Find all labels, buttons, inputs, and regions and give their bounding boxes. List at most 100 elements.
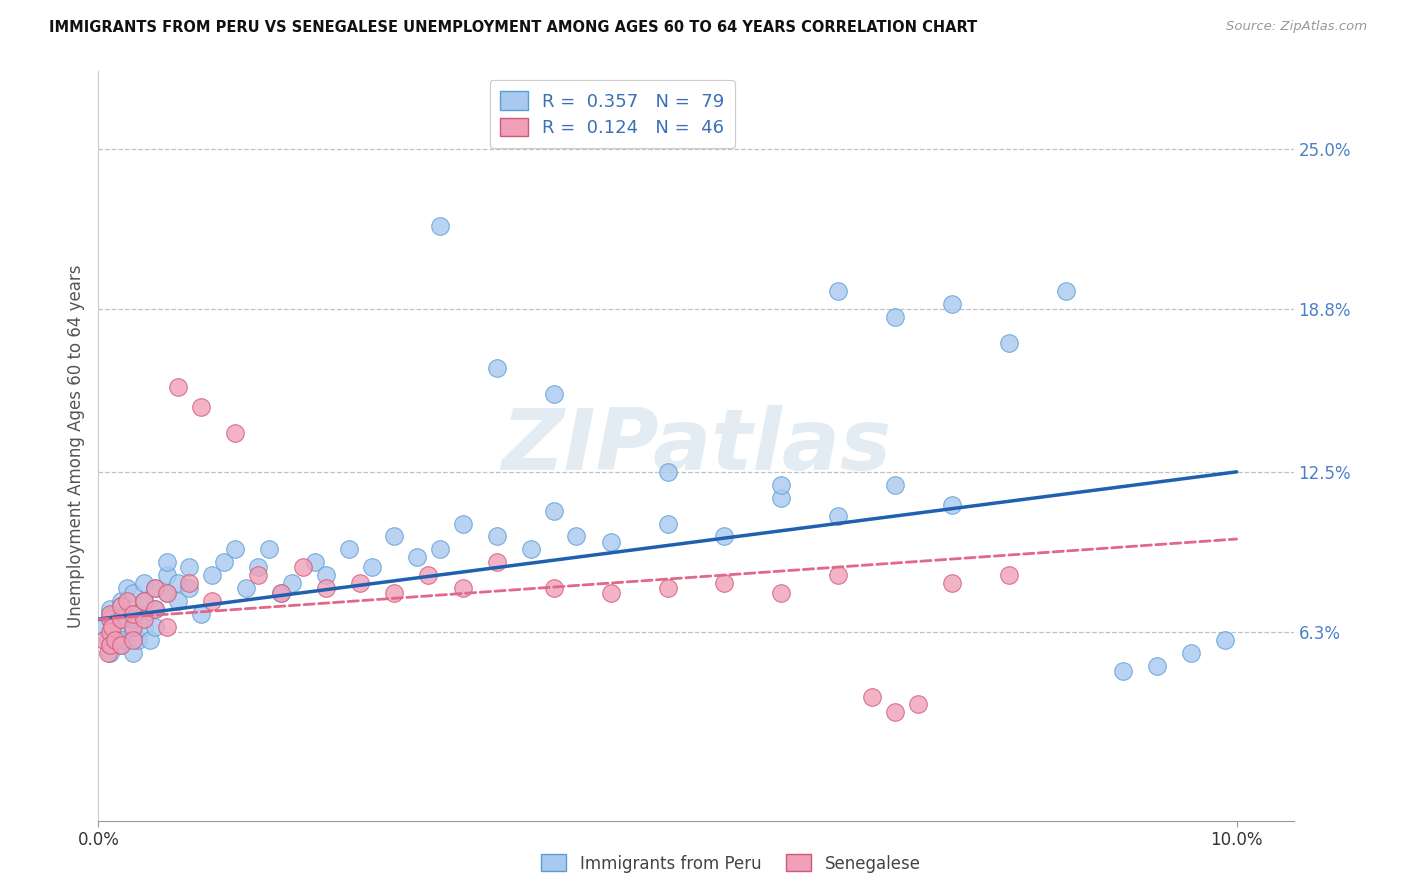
Text: ZIPatlas: ZIPatlas xyxy=(501,404,891,488)
Point xyxy=(337,542,360,557)
Point xyxy=(110,612,132,626)
Point xyxy=(93,620,115,634)
Point xyxy=(115,581,138,595)
Point xyxy=(406,550,429,565)
Point xyxy=(224,426,246,441)
Point xyxy=(827,568,849,582)
Point xyxy=(543,387,565,401)
Point xyxy=(143,581,166,595)
Point xyxy=(235,581,257,595)
Point xyxy=(156,586,179,600)
Point xyxy=(770,491,793,505)
Point xyxy=(418,568,440,582)
Point xyxy=(98,638,121,652)
Point xyxy=(110,599,132,614)
Point xyxy=(156,620,179,634)
Point xyxy=(112,632,135,647)
Point xyxy=(104,632,127,647)
Point xyxy=(304,555,326,569)
Point xyxy=(110,599,132,614)
Point xyxy=(599,534,621,549)
Point xyxy=(132,607,155,621)
Point xyxy=(143,601,166,615)
Point xyxy=(770,477,793,491)
Point xyxy=(201,568,224,582)
Point xyxy=(349,576,371,591)
Point xyxy=(121,632,143,647)
Point xyxy=(941,576,963,591)
Point xyxy=(1146,658,1168,673)
Point xyxy=(941,499,963,513)
Point xyxy=(884,310,907,324)
Point xyxy=(543,581,565,595)
Point xyxy=(201,594,224,608)
Point xyxy=(941,297,963,311)
Point xyxy=(360,560,382,574)
Point xyxy=(257,542,280,557)
Point xyxy=(93,632,115,647)
Point xyxy=(110,638,132,652)
Point xyxy=(98,607,121,621)
Point xyxy=(179,560,201,574)
Point xyxy=(485,361,508,376)
Y-axis label: Unemployment Among Ages 60 to 64 years: Unemployment Among Ages 60 to 64 years xyxy=(67,264,86,628)
Point xyxy=(429,219,451,234)
Point xyxy=(121,646,143,660)
Point xyxy=(96,646,118,660)
Point xyxy=(132,576,155,591)
Point xyxy=(713,529,735,543)
Point xyxy=(565,529,588,543)
Point xyxy=(127,632,149,647)
Point xyxy=(246,568,269,582)
Point xyxy=(143,601,166,615)
Point xyxy=(101,620,124,634)
Legend: Immigrants from Peru, Senegalese: Immigrants from Peru, Senegalese xyxy=(534,847,928,880)
Point xyxy=(860,690,883,704)
Point xyxy=(98,646,121,660)
Point xyxy=(121,586,143,600)
Point xyxy=(270,586,292,600)
Point xyxy=(212,555,235,569)
Point xyxy=(713,576,735,591)
Point xyxy=(382,586,405,600)
Point xyxy=(827,508,849,523)
Point xyxy=(179,576,201,591)
Point xyxy=(121,625,143,640)
Point xyxy=(1213,632,1236,647)
Point xyxy=(156,555,179,569)
Point xyxy=(110,612,132,626)
Point xyxy=(143,581,166,595)
Point xyxy=(156,586,179,600)
Point xyxy=(451,581,474,595)
Legend: R =  0.357   N =  79, R =  0.124   N =  46: R = 0.357 N = 79, R = 0.124 N = 46 xyxy=(489,80,735,148)
Point xyxy=(167,379,190,393)
Point xyxy=(101,625,124,640)
Text: IMMIGRANTS FROM PERU VS SENEGALESE UNEMPLOYMENT AMONG AGES 60 TO 64 YEARS CORREL: IMMIGRANTS FROM PERU VS SENEGALESE UNEMP… xyxy=(49,20,977,35)
Point xyxy=(292,560,315,574)
Point xyxy=(884,705,907,719)
Point xyxy=(246,560,269,574)
Point xyxy=(98,601,121,615)
Point xyxy=(167,576,190,591)
Point xyxy=(281,576,304,591)
Point xyxy=(1112,664,1135,678)
Point xyxy=(315,581,337,595)
Point xyxy=(429,542,451,557)
Point xyxy=(156,568,179,582)
Point xyxy=(543,503,565,517)
Point xyxy=(132,612,155,626)
Point xyxy=(657,516,679,531)
Point xyxy=(132,594,155,608)
Point xyxy=(121,620,143,634)
Point xyxy=(657,465,679,479)
Point xyxy=(110,594,132,608)
Text: Source: ZipAtlas.com: Source: ZipAtlas.com xyxy=(1226,20,1367,33)
Point xyxy=(1054,284,1077,298)
Point xyxy=(143,620,166,634)
Point xyxy=(599,586,621,600)
Point xyxy=(98,612,121,626)
Point xyxy=(121,607,143,621)
Point xyxy=(121,607,143,621)
Point xyxy=(138,632,160,647)
Point xyxy=(167,594,190,608)
